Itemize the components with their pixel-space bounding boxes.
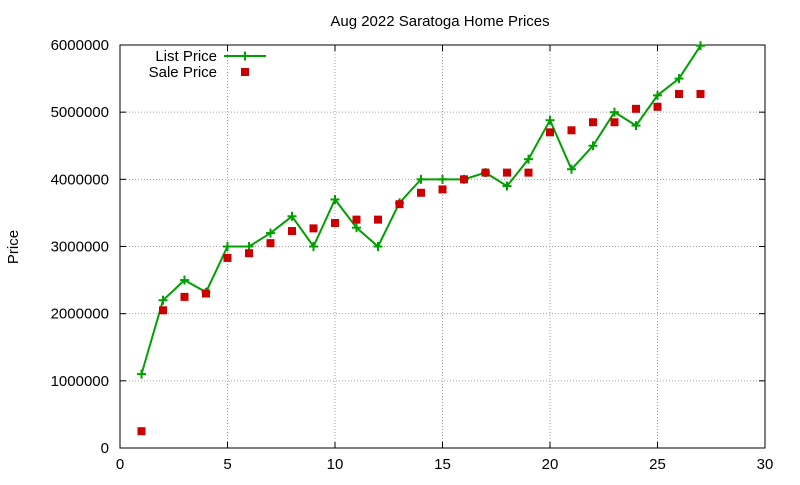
- data-point: [653, 102, 662, 111]
- series: [137, 41, 705, 436]
- data-point: [589, 118, 597, 127]
- data-point: [631, 121, 641, 131]
- data-point: [588, 141, 598, 151]
- legend-entry: Sale Price: [149, 64, 249, 81]
- data-point: [674, 74, 684, 84]
- data-point: [245, 249, 253, 258]
- data-point: [223, 242, 232, 251]
- x-tick-label: 0: [116, 456, 124, 473]
- data-point: [416, 174, 426, 184]
- data-point: [352, 215, 361, 224]
- y-tick-label: 0: [101, 440, 109, 457]
- data-point: [567, 126, 576, 135]
- x-tick-label: 30: [757, 456, 774, 473]
- data-point: [567, 164, 576, 174]
- chart-title: Aug 2022 Saratoga Home Prices: [330, 13, 549, 30]
- y-tick-label: 4000000: [51, 171, 109, 188]
- data-point: [309, 224, 318, 233]
- data-point: [137, 427, 146, 436]
- data-point: [158, 295, 168, 305]
- data-point: [331, 218, 339, 227]
- data-point: [137, 369, 146, 379]
- y-tick-label: 5000000: [51, 104, 109, 121]
- data-point: [395, 200, 404, 209]
- data-point: [309, 242, 318, 251]
- data-point: [632, 104, 640, 113]
- legend-marker: [241, 68, 249, 76]
- axes: [119, 44, 766, 449]
- data-point: [417, 188, 425, 197]
- data-point: [373, 242, 383, 251]
- legend-label: Sale Price: [149, 64, 217, 81]
- data-point: [223, 253, 232, 262]
- data-point: [524, 168, 533, 177]
- data-point: [438, 185, 447, 194]
- x-tick-label: 10: [327, 456, 344, 473]
- data-point: [352, 223, 361, 233]
- series-sale-price: [137, 90, 705, 436]
- data-point: [180, 292, 189, 301]
- data-point: [287, 211, 297, 221]
- data-point: [610, 107, 619, 117]
- data-point: [438, 174, 447, 184]
- data-point: [503, 168, 511, 177]
- data-point: [374, 215, 382, 224]
- data-point: [675, 90, 683, 99]
- data-point: [653, 90, 662, 100]
- y-axis-label: Price: [5, 230, 22, 264]
- x-tick-label: 15: [434, 456, 451, 473]
- data-point: [159, 306, 167, 315]
- data-point: [546, 128, 554, 137]
- data-point: [202, 289, 210, 298]
- data-point: [696, 90, 705, 99]
- data-point: [545, 115, 555, 125]
- legend-marker: [240, 51, 250, 61]
- data-point: [266, 228, 275, 238]
- y-tick-label: 1000000: [51, 373, 109, 390]
- data-point: [330, 194, 340, 204]
- y-tick-label: 6000000: [51, 37, 109, 54]
- y-tick-label: 2000000: [51, 306, 109, 323]
- data-point: [481, 168, 490, 177]
- data-point: [610, 118, 619, 127]
- x-tick-label: 25: [649, 456, 666, 473]
- data-point: [288, 227, 296, 236]
- x-tick-label: 5: [223, 456, 231, 473]
- data-point: [696, 41, 705, 51]
- legend-entry: List Price: [155, 48, 266, 65]
- x-tick-label: 20: [542, 456, 559, 473]
- data-point: [502, 181, 512, 191]
- y-tick-label: 3000000: [51, 239, 109, 256]
- data-point: [524, 154, 533, 164]
- data-point: [180, 275, 189, 285]
- legend-label: List Price: [155, 48, 217, 65]
- data-point: [460, 175, 468, 184]
- tick-labels: 0 5 10 15 20 25 30 0 1000000 2000000 3000000 400000…: [51, 37, 774, 473]
- data-point: [266, 239, 275, 248]
